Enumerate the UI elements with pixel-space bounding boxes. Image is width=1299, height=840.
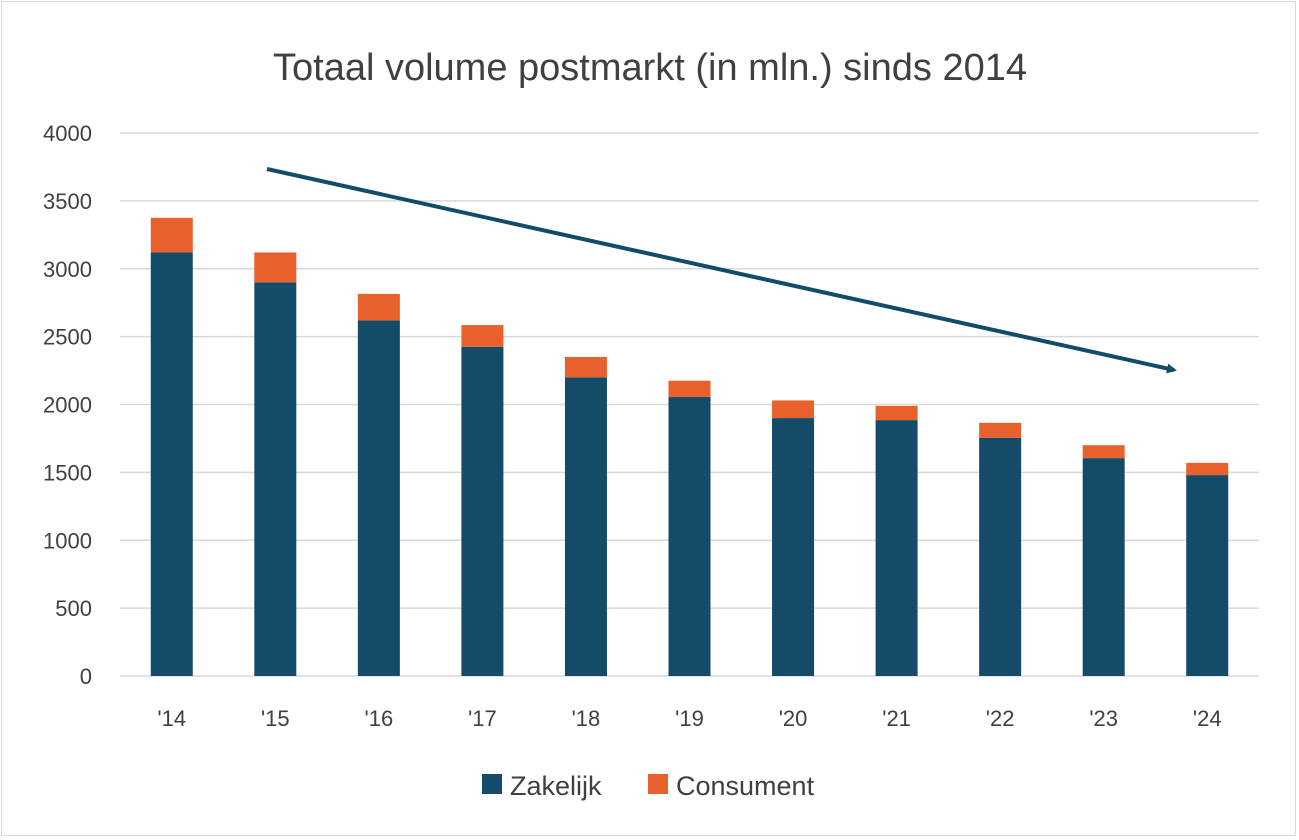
bar-consument [772, 400, 815, 419]
bar-zakelijk [1082, 458, 1125, 676]
y-tick-label: 1500 [43, 460, 92, 485]
x-tick-label: '18 [572, 706, 601, 731]
bar-consument [668, 380, 711, 398]
bar-consument [979, 422, 1022, 438]
trend-arrow [266, 167, 1177, 374]
y-tick-label: 2000 [43, 393, 92, 418]
bar-zakelijk [357, 320, 400, 676]
bars [150, 217, 1229, 676]
bar-consument [1186, 462, 1229, 476]
y-tick-label: 0 [80, 664, 92, 689]
bar-consument [357, 293, 400, 321]
x-tick-label: '16 [365, 706, 394, 731]
y-tick-label: 3500 [43, 189, 92, 214]
bar-zakelijk [772, 418, 815, 676]
legend-label-zakelijk: Zakelijk [510, 771, 602, 801]
bar-consument [1082, 445, 1125, 459]
bar-consument [254, 252, 297, 283]
bar-zakelijk [254, 282, 297, 676]
x-tick-label: '17 [468, 706, 497, 731]
y-tick-label: 3000 [43, 257, 92, 282]
bar-zakelijk [564, 377, 607, 676]
x-tick-label: '21 [882, 706, 911, 731]
x-tick-label: '23 [1089, 706, 1118, 731]
x-tick-label: '22 [986, 706, 1015, 731]
bar-zakelijk [668, 397, 711, 676]
legend-label-consument: Consument [676, 771, 815, 801]
y-tick-label: 500 [55, 596, 92, 621]
legend-swatch-zakelijk [482, 774, 502, 794]
x-tick-label: '24 [1193, 706, 1222, 731]
chart-title: Totaal volume postmarkt (in mln.) sinds … [273, 47, 1027, 89]
x-tick-label: '20 [779, 706, 808, 731]
x-tick-label: '15 [261, 706, 290, 731]
x-axis-tick-labels: '14 '15 '16 '17 '18 '19 '20 '21 '22 '23 '24 [157, 706, 1221, 731]
bar-zakelijk [875, 420, 918, 676]
y-axis-tick-labels: 0 500 1000 1500 2000 2500 3000 3500 4000 [43, 121, 92, 689]
x-tick-label: '19 [675, 706, 704, 731]
y-tick-label: 1000 [43, 528, 92, 553]
y-tick-label: 2500 [43, 325, 92, 350]
y-tick-label: 4000 [43, 121, 92, 146]
bar-zakelijk [150, 252, 193, 676]
bar-zakelijk [979, 437, 1022, 676]
legend-swatch-consument [648, 774, 668, 794]
bar-zakelijk [1186, 475, 1229, 676]
bar-consument [564, 356, 607, 378]
bar-consument [875, 405, 918, 421]
bar-zakelijk [461, 346, 504, 676]
bar-consument [150, 217, 193, 253]
bar-consument [461, 325, 504, 347]
legend: Zakelijk Consument [482, 771, 815, 801]
x-tick-label: '14 [157, 706, 186, 731]
